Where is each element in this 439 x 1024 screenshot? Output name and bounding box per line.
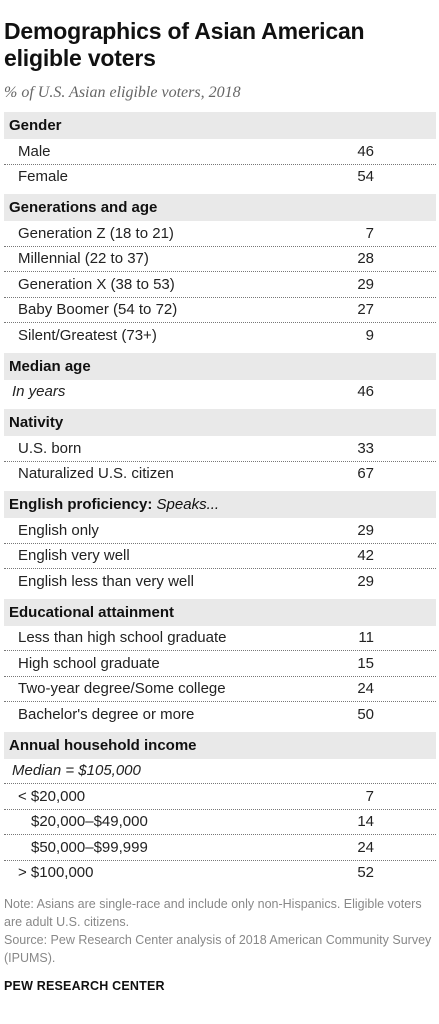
- row-label: Silent/Greatest (73+): [18, 326, 157, 344]
- row-value: 27: [357, 301, 374, 319]
- section-rows: Generation Z (18 to 21) 7 Millennial (22 t…: [4, 221, 436, 348]
- table-row: Naturalized U.S. citizen 67: [4, 462, 436, 487]
- row-label: Bachelor's degree or more: [18, 705, 195, 723]
- section-heading-text: Generations and age: [9, 199, 158, 216]
- table-row: Generation X (38 to 53) 29: [4, 272, 436, 298]
- section-rows: English only 29 English very well 42 English…: [4, 518, 436, 594]
- table-row: Median = $105,000: [4, 759, 436, 784]
- row-label: > $100,000: [18, 864, 94, 882]
- demographics-table: Gender Male 46 Female 54 Generations and age G…: [4, 112, 436, 885]
- row-label: Median = $105,000: [12, 762, 141, 780]
- row-value: 54: [357, 168, 374, 186]
- row-value: 9: [365, 326, 374, 344]
- table-row: Baby Boomer (54 to 72) 27: [4, 298, 436, 323]
- row-label: $20,000–$49,000: [31, 813, 148, 831]
- table-row: Male 46: [4, 139, 436, 165]
- row-value: 24: [357, 680, 374, 698]
- section-rows: Male 46 Female 54: [4, 139, 436, 189]
- table-row: U.S. born 33: [4, 436, 436, 462]
- table-row: Female 54: [4, 165, 436, 190]
- table-row: In years 46: [4, 380, 436, 405]
- notes: Note: Asians are single-race and include…: [4, 895, 435, 967]
- row-value: 28: [357, 250, 374, 268]
- row-value: 14: [357, 813, 374, 831]
- section-heading-qualifier: Speaks...: [156, 496, 220, 513]
- section-rows: U.S. born 33 Naturalized U.S. citizen 67: [4, 436, 436, 486]
- row-value: 50: [357, 705, 374, 723]
- row-label: < $20,000: [18, 787, 86, 805]
- row-value: 29: [357, 572, 374, 590]
- row-label: Naturalized U.S. citizen: [18, 465, 174, 483]
- section-heading: Educational attainment: [4, 598, 436, 626]
- table-row: Silent/Greatest (73+) 9: [4, 323, 436, 348]
- chart-subtitle: % of U.S. Asian eligible voters, 2018: [4, 84, 241, 101]
- row-value: 42: [357, 547, 374, 565]
- row-value: 7: [365, 787, 374, 805]
- section-heading-text: Median age: [9, 357, 91, 375]
- table-row: Generation Z (18 to 21) 7: [4, 221, 436, 247]
- row-value: 67: [357, 465, 374, 483]
- row-label: English very well: [18, 547, 130, 565]
- table-row: English very well 42: [4, 544, 436, 569]
- row-label: Less than high school graduate: [18, 629, 227, 647]
- row-label: Male: [18, 142, 51, 160]
- section-rows: Less than high school graduate 11 High sch…: [4, 626, 436, 727]
- source-text: Source: Pew Research Center analysis of …: [4, 933, 432, 965]
- row-label: High school graduate: [18, 654, 160, 672]
- row-value: 15: [357, 654, 374, 672]
- row-label: English less than very well: [18, 572, 194, 590]
- row-value: 29: [357, 521, 374, 539]
- row-label: Baby Boomer (54 to 72): [18, 301, 178, 319]
- note-text: Note: Asians are single-race and include…: [4, 897, 422, 929]
- section-heading-text: English proficiency:: [9, 496, 157, 513]
- table-row: $20,000–$49,000 14: [4, 810, 436, 835]
- chart-title: Demographics of Asian American eligible …: [4, 18, 365, 71]
- section-heading: Nativity: [4, 409, 436, 436]
- table-row: > $100,000 52: [4, 861, 436, 886]
- row-label: Generation X (38 to 53): [18, 275, 175, 293]
- section-heading-text: Annual household income: [9, 736, 197, 754]
- section-heading-text: Gender: [9, 117, 62, 134]
- row-label: English only: [18, 521, 99, 539]
- table-row: High school graduate 15: [4, 651, 436, 677]
- table-row: Bachelor's degree or more 50: [4, 702, 436, 727]
- table-row: Less than high school graduate 11: [4, 626, 436, 651]
- section-heading: English proficiency: Speaks...: [4, 491, 436, 518]
- row-label: $50,000–$99,999: [31, 838, 148, 856]
- section-heading: Generations and age: [4, 194, 436, 221]
- row-label: Generation Z (18 to 21): [18, 224, 174, 242]
- section-rows: Median = $105,000 < $20,000 7 $20,000–$49,0…: [4, 759, 436, 886]
- section-heading-text: Nativity: [9, 414, 64, 431]
- row-value: 46: [357, 142, 374, 160]
- section-heading: Gender: [4, 112, 436, 139]
- row-value: 29: [357, 275, 374, 293]
- table-row: < $20,000 7: [4, 784, 436, 810]
- row-value: 24: [357, 838, 374, 856]
- row-label: Female: [18, 168, 69, 186]
- table-row: Millennial (22 to 37) 28: [4, 247, 436, 272]
- row-value: 46: [357, 383, 374, 401]
- section-heading-text: Educational attainment: [9, 603, 175, 621]
- section-heading: Median age: [4, 352, 436, 380]
- section-rows: In years 46: [4, 380, 436, 405]
- row-value: 11: [358, 629, 374, 647]
- table-row: $50,000–$99,999 24: [4, 835, 436, 861]
- row-value: 52: [357, 864, 374, 882]
- table-row: English only 29: [4, 518, 436, 544]
- row-label: In years: [12, 383, 66, 401]
- row-label: U.S. born: [18, 439, 82, 457]
- table-row: English less than very well 29: [4, 569, 436, 594]
- row-value: 33: [357, 439, 374, 457]
- brand-label: PEW RESEARCH CENTER: [4, 979, 165, 993]
- row-value: 7: [365, 224, 374, 242]
- section-heading: Annual household income: [4, 731, 436, 759]
- row-label: Millennial (22 to 37): [18, 250, 149, 268]
- row-label: Two-year degree/Some college: [18, 680, 226, 698]
- table-row: Two-year degree/Some college 24: [4, 677, 436, 702]
